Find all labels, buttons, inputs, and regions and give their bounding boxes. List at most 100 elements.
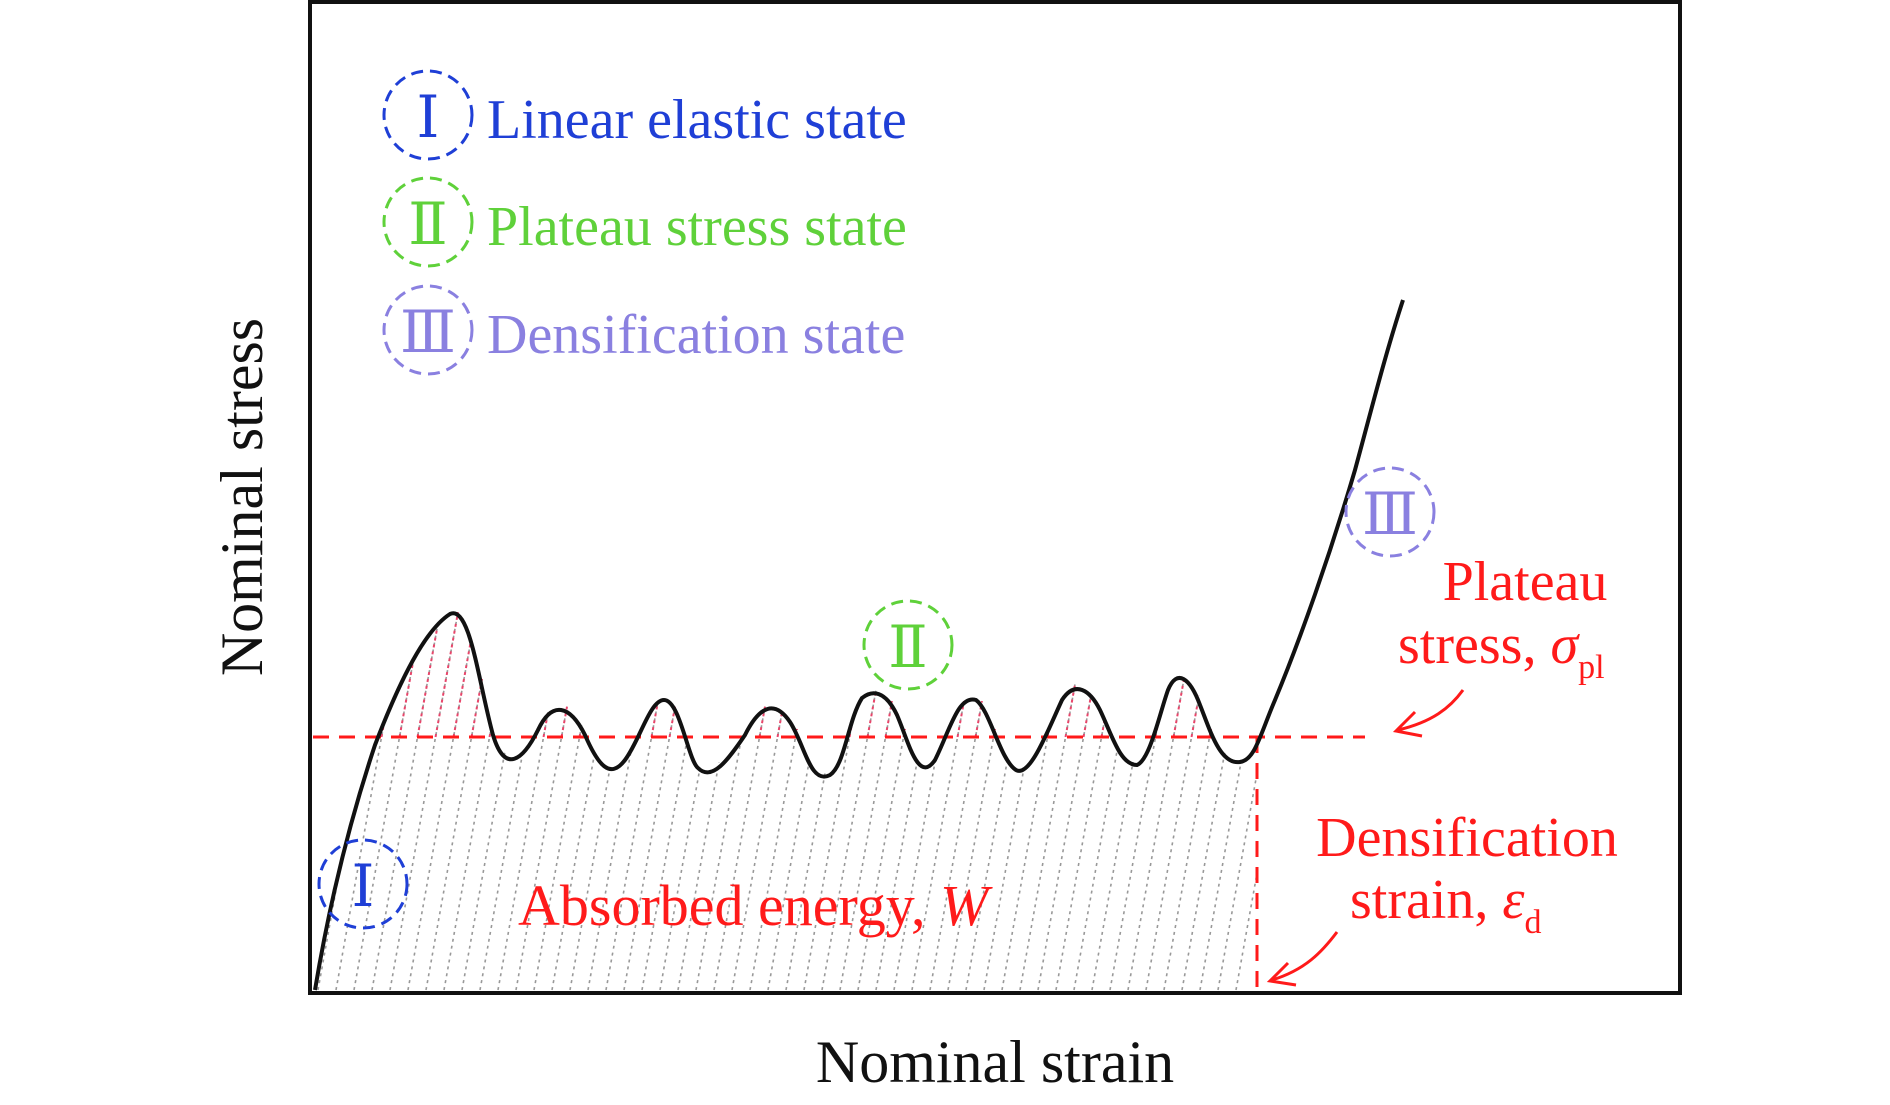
- hatch-line: [803, 717, 854, 991]
- hatch-line: [875, 756, 919, 991]
- absorbed-energy-hatching: [317, 612, 1258, 991]
- legend-label-3: Densification state: [487, 304, 905, 366]
- hatch-line-above-plateau: [1064, 684, 1076, 738]
- stage-marker-3-numeral: Ⅲ: [1362, 482, 1418, 547]
- plateau-stress-subscript: pl: [1578, 649, 1604, 686]
- hatch-line: [731, 712, 783, 991]
- plot-frame: [308, 0, 1682, 995]
- hatch-line: [893, 756, 937, 991]
- hatch-line: [641, 739, 688, 991]
- hatch-line: [785, 773, 826, 991]
- hatch-line-above-plateau: [560, 706, 568, 738]
- hatch-line: [1073, 745, 1119, 991]
- absorbed-energy-label: Absorbed energy, W: [518, 873, 993, 938]
- hatch-line: [983, 767, 1025, 991]
- hatch-line-above-plateau: [416, 623, 439, 738]
- hatch-line: [425, 678, 483, 991]
- stage-marker-2-circle: [862, 599, 954, 691]
- legend-marker-2: [382, 176, 474, 268]
- hatch-line: [533, 723, 583, 991]
- stage-marker-1: Ⅰ: [317, 838, 409, 930]
- legend-item-3: Ⅲ Densification state: [382, 284, 905, 376]
- stress-strain-curve: [313, 299, 1405, 991]
- hatch-line: [317, 862, 342, 991]
- stage-marker-3-circle: [1344, 466, 1436, 558]
- hatch-line-above-plateau: [488, 723, 493, 738]
- hatch-line: [371, 623, 439, 991]
- densification-strain-symbol: ε: [1502, 869, 1525, 931]
- densification-strain-annotation: Densification strain, εd: [1266, 807, 1618, 987]
- hatch-line-above-plateau: [578, 723, 583, 738]
- hatch-line: [1163, 728, 1212, 991]
- hatch-line-above-plateau: [758, 706, 766, 738]
- stage-marker-2: Ⅱ: [862, 599, 954, 691]
- absorbed-energy-symbol: W: [940, 873, 993, 938]
- densification-strain-line2: strain, εd: [1350, 869, 1542, 941]
- hatch-line: [353, 656, 415, 991]
- hatch-line: [695, 739, 742, 991]
- hatch-line: [515, 706, 568, 991]
- hatch-line: [551, 750, 596, 991]
- plateau-stress-annotation: Plateau stress, σpl: [1392, 551, 1608, 738]
- densification-strain-line1: Densification: [1316, 807, 1618, 869]
- plateau-stress-line2: stress, σpl: [1398, 614, 1605, 686]
- legend-marker-3: [382, 284, 474, 376]
- plateau-stress-arrow: [1397, 689, 1465, 732]
- hatch-line: [965, 756, 1009, 991]
- hatch-line: [389, 612, 459, 991]
- hatch-line: [1055, 717, 1106, 991]
- hatch-line: [1001, 723, 1051, 991]
- legend-marker-1: [382, 69, 474, 161]
- legend-item-1: Ⅰ Linear elastic state: [382, 69, 907, 161]
- legend-numeral-1: Ⅰ: [417, 85, 440, 150]
- hatch-line: [1199, 756, 1243, 991]
- hatch-line: [1145, 695, 1200, 991]
- stage-marker-3: Ⅲ: [1344, 466, 1436, 558]
- hatch-line: [1109, 717, 1160, 991]
- hatch-line: [407, 639, 472, 991]
- stage-marker-2-numeral: Ⅱ: [888, 615, 927, 680]
- plateau-stress-text: stress,: [1398, 614, 1550, 676]
- hatch-line-above-plateau: [1082, 695, 1092, 738]
- plateau-stress-symbol: σ: [1550, 614, 1580, 676]
- legend-label-2: Plateau stress state: [487, 196, 907, 258]
- hatch-line: [947, 728, 996, 991]
- hatch-line: [1037, 695, 1092, 991]
- hatch-line: [623, 706, 676, 991]
- plateau-stress-arrowhead: [1392, 710, 1423, 738]
- hatch-line: [569, 767, 611, 991]
- hatch-line-above-plateau: [866, 689, 877, 738]
- stage-marker-1-circle: [317, 838, 409, 930]
- hatch-line: [713, 706, 766, 991]
- legend-numeral-3: Ⅲ: [400, 300, 456, 365]
- densification-strain-arrowhead: [1266, 961, 1297, 987]
- hatch-line-above-plateau: [650, 700, 659, 738]
- absorbed-energy-text: Absorbed energy,: [518, 873, 940, 938]
- hatch-line-above-plateau: [452, 639, 472, 738]
- hatch-line: [479, 750, 524, 991]
- hatch-line: [749, 728, 798, 991]
- hatch-line: [1235, 873, 1258, 991]
- hatch-line: [461, 750, 506, 991]
- legend: Ⅰ Linear elastic state Ⅱ Plateau stress …: [382, 69, 907, 376]
- legend-label-1: Linear elastic state: [487, 89, 907, 151]
- legend-item-2: Ⅱ Plateau stress state: [382, 176, 907, 268]
- hatch-line: [1019, 684, 1076, 991]
- hatch-line: [1181, 750, 1226, 991]
- hatch-line: [1217, 773, 1258, 991]
- hatch-line: [659, 767, 701, 991]
- hatch-line: [1091, 762, 1134, 991]
- densification-strain-arrow: [1271, 931, 1339, 982]
- hatch-line: [587, 745, 633, 991]
- densification-strain-subscript: d: [1525, 904, 1542, 941]
- stage-marker-1-numeral: Ⅰ: [352, 854, 375, 919]
- x-axis-label: Nominal strain: [816, 1029, 1174, 1095]
- hatch-line: [497, 712, 549, 991]
- plateau-stress-line1: Plateau: [1443, 551, 1608, 613]
- densification-strain-text: strain,: [1350, 869, 1502, 931]
- y-axis-label: Nominal stress: [209, 318, 275, 676]
- hatch-line: [857, 728, 906, 991]
- hatch-line-above-plateau: [1172, 678, 1185, 738]
- hatch-line-above-plateau: [434, 612, 459, 738]
